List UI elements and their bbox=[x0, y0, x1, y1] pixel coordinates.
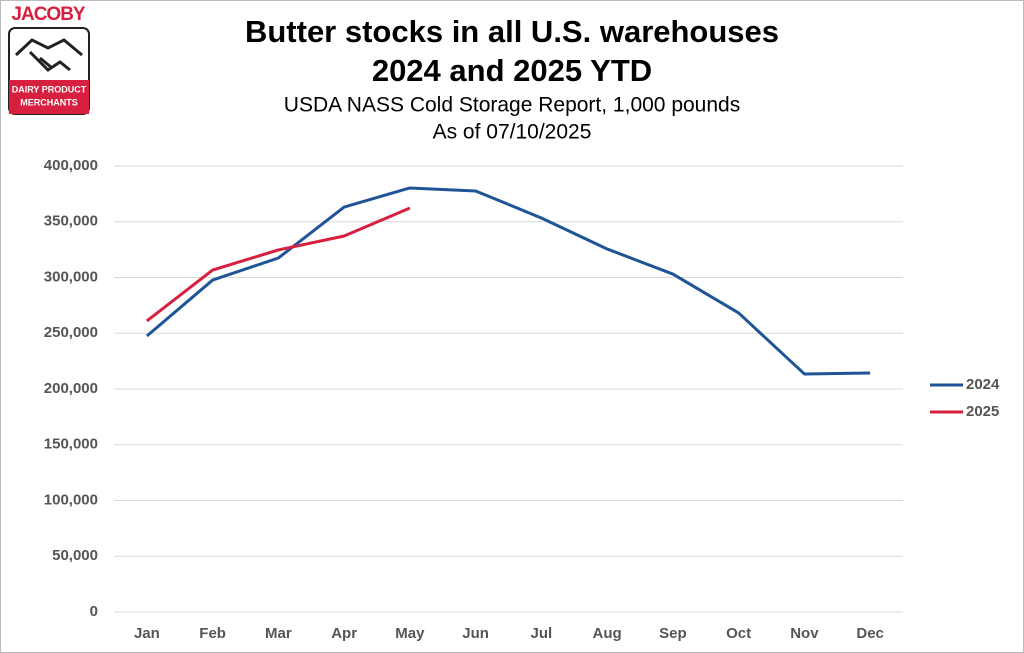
chart-title: 2024 and 2025 YTD bbox=[372, 53, 652, 88]
x-tick-label: Oct bbox=[726, 625, 751, 642]
y-tick-label: 50,000 bbox=[52, 547, 98, 564]
y-tick-label: 400,000 bbox=[44, 157, 98, 174]
y-tick-label: 150,000 bbox=[44, 436, 98, 453]
legend-label: 2024 bbox=[966, 376, 1000, 393]
y-tick-label: 250,000 bbox=[44, 324, 98, 341]
logo-banner bbox=[9, 80, 89, 114]
x-tick-label: Apr bbox=[331, 625, 357, 642]
logo-name: JACOBY bbox=[11, 4, 86, 25]
x-tick-label: Aug bbox=[593, 625, 622, 642]
x-tick-label: Feb bbox=[199, 625, 226, 642]
y-tick-label: 300,000 bbox=[44, 268, 98, 285]
x-tick-label: Mar bbox=[265, 625, 292, 642]
series-line bbox=[145, 206, 411, 323]
series-line bbox=[145, 186, 871, 376]
y-tick-label: 350,000 bbox=[44, 213, 98, 230]
x-tick-label: Jul bbox=[531, 625, 553, 642]
chart-subtitle: USDA NASS Cold Storage Report, 1,000 pou… bbox=[284, 94, 740, 117]
y-tick-label: 200,000 bbox=[44, 380, 98, 397]
x-tick-label: Sep bbox=[659, 625, 687, 642]
logo-tagline: DAIRY PRODUCT bbox=[12, 84, 87, 94]
logo-icon bbox=[14, 38, 83, 72]
y-tick-label: 100,000 bbox=[44, 491, 98, 508]
chart-subtitle: As of 07/10/2025 bbox=[433, 121, 592, 144]
x-tick-label: Nov bbox=[790, 625, 819, 642]
x-tick-label: Jun bbox=[462, 625, 489, 642]
y-tick-label: 0 bbox=[90, 603, 98, 620]
x-tick-label: May bbox=[395, 625, 425, 642]
chart-title: Butter stocks in all U.S. warehouses bbox=[245, 14, 779, 49]
logo-tagline: MERCHANTS bbox=[20, 97, 78, 107]
legend-label: 2025 bbox=[966, 403, 999, 420]
x-tick-label: Dec bbox=[856, 625, 884, 642]
logo: JACOBY DAIRY PRODUCT MERCHANTS bbox=[8, 4, 90, 115]
x-tick-label: Jan bbox=[134, 625, 160, 642]
